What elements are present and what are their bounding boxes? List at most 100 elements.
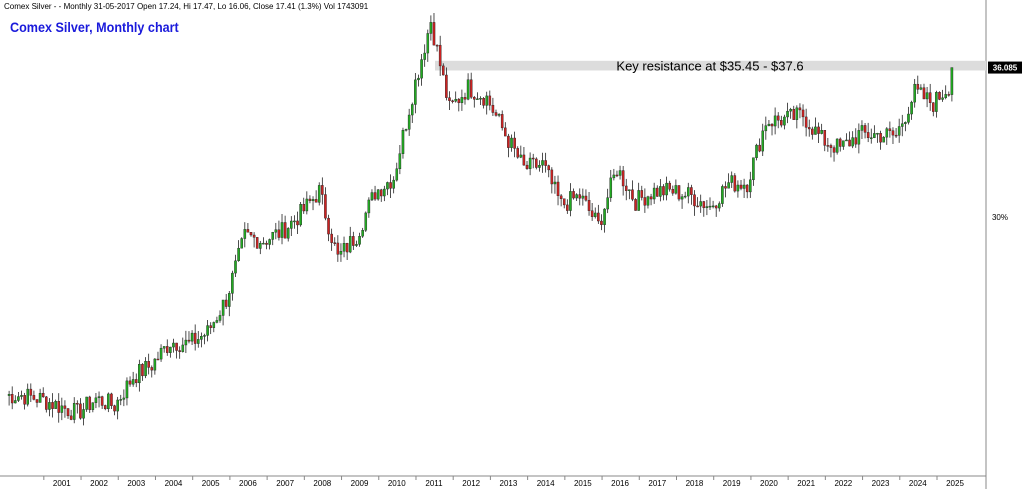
candle-body	[451, 100, 454, 102]
candle-body	[162, 346, 166, 349]
candle-body	[454, 98, 457, 102]
candle-body	[426, 33, 430, 54]
candle-body	[144, 361, 147, 377]
candle-body	[94, 397, 98, 403]
candle-body	[305, 198, 309, 212]
x-tick-label: 2003	[127, 479, 145, 488]
candle-body	[423, 52, 426, 60]
candle-body	[609, 177, 613, 198]
candle-body	[572, 191, 575, 199]
candle-body	[711, 205, 715, 208]
candle-body	[435, 44, 439, 47]
candle-body	[274, 229, 278, 233]
candle-body	[510, 137, 513, 148]
price-tag-label: 36.085	[993, 64, 1018, 73]
candle-body	[476, 98, 479, 100]
x-tick-label: 2014	[537, 479, 555, 488]
candle-body	[826, 145, 830, 147]
candle-body	[259, 242, 262, 249]
candle-body	[838, 138, 842, 147]
candle-body	[441, 65, 445, 76]
candle-body	[897, 126, 901, 136]
candle-body	[637, 190, 640, 211]
candle-body	[243, 229, 247, 239]
candle-body	[255, 237, 259, 249]
x-tick-label: 2015	[574, 479, 592, 488]
candle-body	[491, 104, 495, 113]
candle-body	[699, 201, 702, 207]
candle-body	[581, 195, 585, 199]
candle-body	[234, 260, 237, 274]
candle-body	[175, 342, 178, 351]
candle-body	[531, 157, 535, 160]
candle-body	[668, 182, 671, 190]
candle-body	[103, 405, 107, 410]
candle-body	[286, 228, 290, 239]
candle-body	[941, 97, 944, 100]
x-tick-label: 2013	[500, 479, 518, 488]
candle-body	[739, 184, 743, 189]
x-tick-label: 2021	[797, 479, 815, 488]
candle-body	[184, 339, 188, 346]
candle-body	[228, 293, 231, 307]
candle-body	[445, 74, 448, 98]
candle-body	[410, 104, 414, 116]
candle-body	[776, 115, 780, 121]
candle-body	[88, 396, 92, 410]
candle-body	[928, 92, 932, 103]
x-tick-label: 2004	[165, 479, 183, 488]
x-tick-label: 2008	[313, 479, 331, 488]
candle-body	[429, 22, 433, 34]
resistance-zone	[435, 60, 986, 71]
candle-body	[795, 107, 799, 120]
candle-body	[513, 137, 516, 149]
candle-body	[345, 243, 349, 253]
candle-body	[612, 174, 616, 179]
candle-body	[339, 251, 343, 255]
candle-body	[196, 339, 200, 344]
candle-body	[321, 185, 324, 195]
candle-body	[45, 396, 48, 410]
candle-body	[79, 403, 82, 419]
candle-body	[231, 272, 234, 294]
candle-body	[820, 130, 823, 134]
candle-body	[466, 79, 470, 100]
candle-body	[218, 315, 222, 321]
candle-body	[181, 344, 185, 352]
candle-body	[730, 175, 733, 183]
candle-body	[386, 182, 389, 190]
x-tick-label: 2023	[872, 479, 890, 488]
candle-body	[66, 408, 70, 417]
candle-body	[714, 205, 718, 209]
candle-body	[268, 239, 271, 245]
candle-body	[767, 123, 771, 126]
candle-body	[891, 130, 895, 136]
candle-body	[156, 358, 160, 361]
candle-body	[128, 380, 132, 385]
candle-body	[755, 144, 758, 158]
x-tick-label: 2020	[760, 479, 778, 488]
candle-body	[85, 396, 88, 410]
candle-body	[916, 83, 920, 90]
resistance-label: Key resistance at $35.45 - $37.6	[616, 59, 803, 74]
candle-body	[807, 127, 811, 130]
candle-body	[652, 187, 656, 200]
candle-body	[414, 79, 417, 105]
candle-body	[271, 232, 274, 240]
candle-body	[358, 236, 361, 245]
candle-body	[76, 403, 79, 405]
candle-body	[634, 199, 637, 211]
candle-body	[618, 170, 622, 176]
candle-body	[215, 320, 219, 323]
candle-body	[296, 220, 299, 226]
candle-body	[169, 346, 172, 353]
candle-body	[119, 399, 123, 401]
candle-body	[879, 133, 882, 143]
candle-body	[479, 98, 482, 100]
candles-group	[7, 13, 954, 426]
candle-body	[835, 138, 839, 153]
candle-body	[100, 396, 104, 406]
candle-body	[566, 204, 569, 211]
candle-body	[888, 128, 892, 131]
candle-body	[407, 114, 411, 130]
